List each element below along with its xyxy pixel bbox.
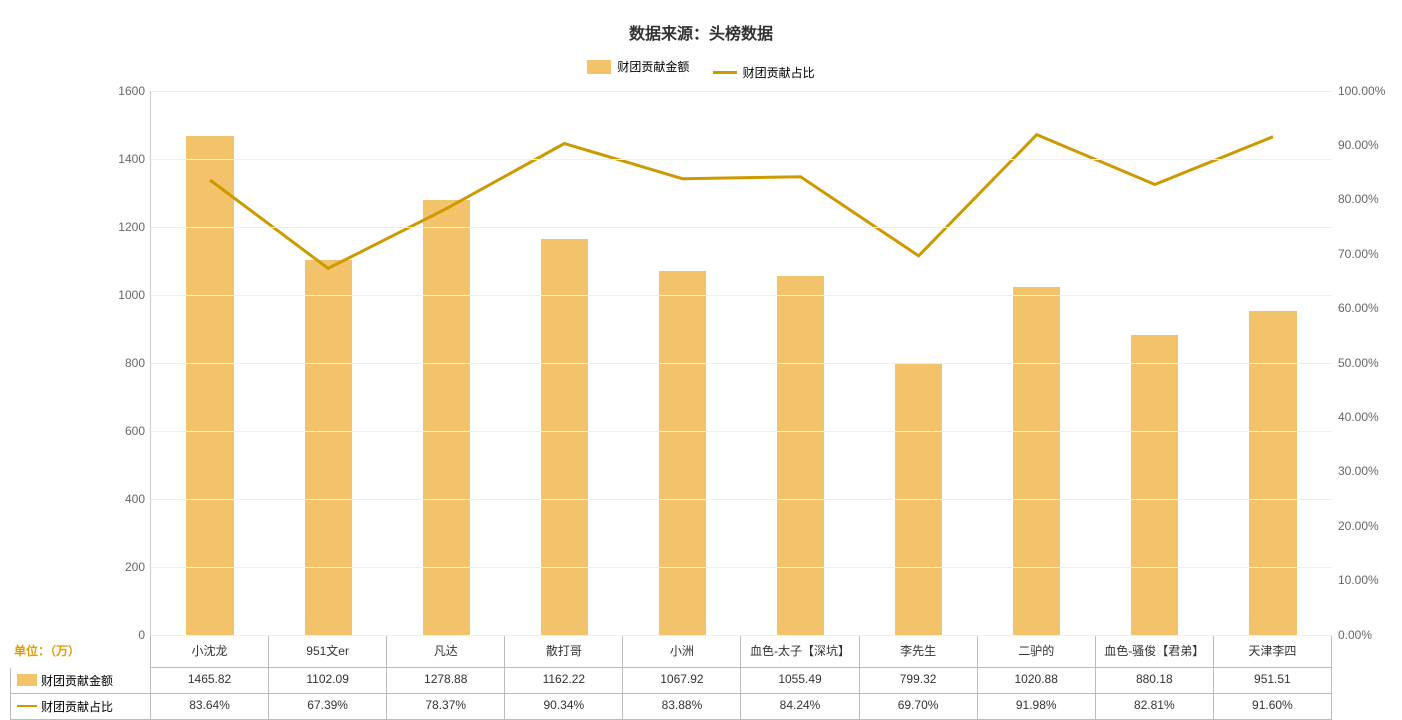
y-right-tick: 50.00% — [1332, 356, 1379, 370]
data-cell: 880.18 — [1096, 668, 1214, 694]
bar — [1249, 311, 1296, 635]
data-cell: 1020.88 — [978, 668, 1096, 694]
legend-item-line: 财团贡献占比 — [713, 64, 815, 81]
y-right-tick: 10.00% — [1332, 573, 1379, 587]
data-cell: 1102.09 — [269, 668, 387, 694]
data-cell: 67.39% — [269, 694, 387, 720]
x-axis-labels: 小沈龙951文er凡达散打哥小洲血色-太子【深坑】李先生二驴的血色-骚俊【君弟】… — [150, 636, 1332, 668]
legend: 财团贡献金额 财团贡献占比 — [10, 58, 1392, 81]
bar — [1131, 335, 1178, 634]
bar — [777, 276, 824, 635]
bar — [305, 260, 352, 635]
data-cell: 799.32 — [860, 668, 978, 694]
table-row-line: 财团贡献占比 83.64%67.39%78.37%90.34%83.88%84.… — [10, 694, 1332, 720]
bar — [1013, 287, 1060, 634]
y-left-tick: 1600 — [118, 84, 151, 98]
row-line-label: 财团贡献占比 — [41, 698, 113, 715]
data-cell: 1278.88 — [387, 668, 505, 694]
row-header-line: 财团贡献占比 — [11, 694, 151, 720]
bar — [541, 239, 588, 634]
grid-line — [151, 499, 1332, 500]
y-right-tick: 100.00% — [1332, 84, 1385, 98]
x-label: 散打哥 — [505, 636, 623, 668]
x-label: 血色-太子【深坑】 — [741, 636, 859, 668]
bar — [186, 136, 233, 634]
row-line-icon — [17, 705, 37, 707]
legend-item-bar: 财团贡献金额 — [587, 58, 689, 75]
y-left-tick: 800 — [125, 356, 151, 370]
y-left-tick: 400 — [125, 492, 151, 506]
grid-line — [151, 295, 1332, 296]
plot: 020040060080010001200140016000.00%10.00%… — [150, 91, 1332, 636]
row-line-cells: 83.64%67.39%78.37%90.34%83.88%84.24%69.7… — [151, 694, 1332, 720]
unit-label: 单位：（万） — [14, 642, 80, 659]
x-label: 小洲 — [623, 636, 741, 668]
data-cell: 91.98% — [978, 694, 1096, 720]
data-cell: 951.51 — [1214, 668, 1332, 694]
y-right-tick: 40.00% — [1332, 410, 1379, 424]
y-right-tick: 20.00% — [1332, 519, 1379, 533]
y-right-tick: 90.00% — [1332, 138, 1379, 152]
y-right-tick: 80.00% — [1332, 192, 1379, 206]
grid-line — [151, 91, 1332, 92]
y-left-tick: 200 — [125, 560, 151, 574]
legend-bar-label: 财团贡献金额 — [617, 58, 689, 75]
bar — [423, 200, 470, 635]
x-label: 李先生 — [860, 636, 978, 668]
y-left-tick: 1000 — [118, 288, 151, 302]
grid-line — [151, 431, 1332, 432]
data-cell: 1162.22 — [505, 668, 623, 694]
grid-line — [151, 227, 1332, 228]
bar — [659, 271, 706, 634]
data-cell: 91.60% — [1214, 694, 1332, 720]
legend-bar-icon — [587, 60, 611, 74]
data-cell: 84.24% — [741, 694, 859, 720]
x-label: 凡达 — [387, 636, 505, 668]
x-label: 951文er — [269, 636, 387, 668]
legend-line-label: 财团贡献占比 — [743, 64, 815, 81]
data-cell: 82.81% — [1096, 694, 1214, 720]
data-cell: 1055.49 — [741, 668, 859, 694]
plot-area: 020040060080010001200140016000.00%10.00%… — [150, 91, 1332, 636]
row-bar-icon — [17, 674, 37, 686]
data-cell: 78.37% — [387, 694, 505, 720]
grid-line — [151, 159, 1332, 160]
y-right-tick: 30.00% — [1332, 464, 1379, 478]
chart-title: 数据来源：头榜数据 — [10, 20, 1392, 44]
row-header-bar: 财团贡献金额 — [11, 668, 151, 694]
x-label: 小沈龙 — [151, 636, 269, 668]
y-left-tick: 0 — [138, 628, 151, 642]
row-bar-cells: 1465.821102.091278.881162.221067.921055.… — [151, 668, 1332, 694]
y-left-tick: 600 — [125, 424, 151, 438]
y-left-tick: 1200 — [118, 220, 151, 234]
legend-line-icon — [713, 71, 737, 74]
data-cell: 1465.82 — [151, 668, 269, 694]
data-cell: 90.34% — [505, 694, 623, 720]
data-cell: 69.70% — [860, 694, 978, 720]
x-label: 天津李四 — [1214, 636, 1332, 668]
y-right-tick: 70.00% — [1332, 247, 1379, 261]
grid-line — [151, 567, 1332, 568]
grid-line — [151, 363, 1332, 364]
x-label: 二驴的 — [978, 636, 1096, 668]
data-table: 财团贡献金额 1465.821102.091278.881162.221067.… — [10, 668, 1332, 720]
chart-container: 数据来源：头榜数据 财团贡献金额 财团贡献占比 0200400600800100… — [0, 0, 1402, 711]
table-row-bar: 财团贡献金额 1465.821102.091278.881162.221067.… — [10, 668, 1332, 694]
y-left-tick: 1400 — [118, 152, 151, 166]
grid-line — [151, 635, 1332, 636]
data-cell: 83.88% — [623, 694, 741, 720]
row-bar-label: 财团贡献金额 — [41, 672, 113, 689]
y-right-tick: 60.00% — [1332, 301, 1379, 315]
y-right-tick: 0.00% — [1332, 628, 1372, 642]
x-label: 血色-骚俊【君弟】 — [1096, 636, 1214, 668]
data-cell: 1067.92 — [623, 668, 741, 694]
data-cell: 83.64% — [151, 694, 269, 720]
